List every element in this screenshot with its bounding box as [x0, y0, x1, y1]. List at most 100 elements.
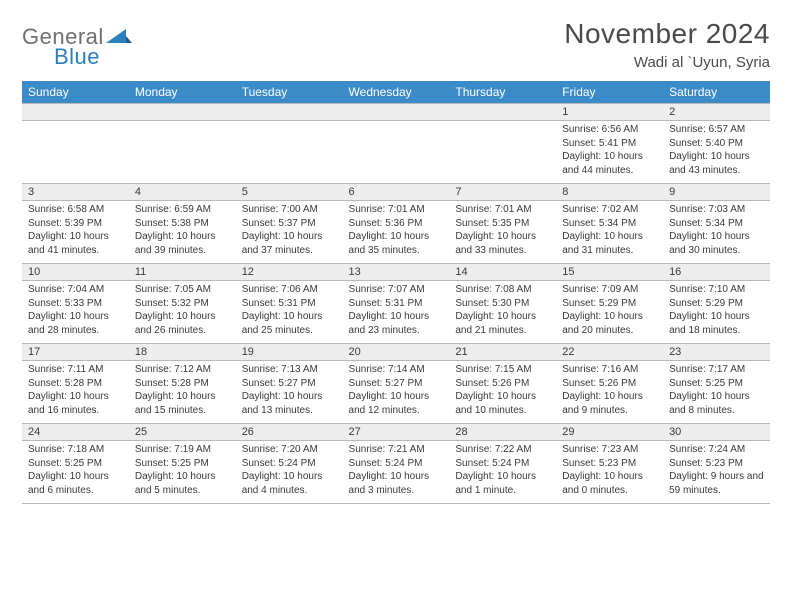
sunrise-line: Sunrise: 7:23 AM: [562, 443, 657, 457]
sunrise-line: Sunrise: 7:24 AM: [669, 443, 764, 457]
day-details: Sunrise: 7:22 AMSunset: 5:24 PMDaylight:…: [449, 441, 556, 503]
day-details: Sunrise: 7:00 AMSunset: 5:37 PMDaylight:…: [236, 201, 343, 263]
sunset-line: Sunset: 5:29 PM: [669, 297, 764, 311]
day-number-row: 12: [22, 104, 770, 121]
daylight-line: Daylight: 10 hours and 5 minutes.: [135, 470, 230, 497]
daylight-line: Daylight: 10 hours and 18 minutes.: [669, 310, 764, 337]
day-number-row: 10111213141516: [22, 264, 770, 281]
day-details: [22, 121, 129, 179]
sunset-line: Sunset: 5:25 PM: [669, 377, 764, 391]
day-number: 18: [129, 344, 236, 360]
sunset-line: Sunset: 5:34 PM: [669, 217, 764, 231]
sunset-line: Sunset: 5:23 PM: [562, 457, 657, 471]
brand-triangle-icon: [106, 27, 132, 47]
sunrise-line: Sunrise: 7:10 AM: [669, 283, 764, 297]
day-details-row: Sunrise: 6:58 AMSunset: 5:39 PMDaylight:…: [22, 201, 770, 264]
day-details: [449, 121, 556, 179]
day-number: 24: [22, 424, 129, 440]
day-number: 3: [22, 184, 129, 200]
sunrise-line: Sunrise: 7:07 AM: [349, 283, 444, 297]
daylight-line: Daylight: 10 hours and 4 minutes.: [242, 470, 337, 497]
daylight-line: Daylight: 10 hours and 8 minutes.: [669, 390, 764, 417]
day-number: [449, 104, 556, 120]
daylight-line: Daylight: 10 hours and 1 minute.: [455, 470, 550, 497]
weekday-header: Thursday: [449, 81, 556, 104]
sunset-line: Sunset: 5:36 PM: [349, 217, 444, 231]
sunrise-line: Sunrise: 6:57 AM: [669, 123, 764, 137]
weekday-header-row: SundayMondayTuesdayWednesdayThursdayFrid…: [22, 81, 770, 104]
sunrise-line: Sunrise: 7:20 AM: [242, 443, 337, 457]
day-details: Sunrise: 7:05 AMSunset: 5:32 PMDaylight:…: [129, 281, 236, 343]
day-number: 4: [129, 184, 236, 200]
daylight-line: Daylight: 10 hours and 41 minutes.: [28, 230, 123, 257]
sunrise-line: Sunrise: 7:08 AM: [455, 283, 550, 297]
sunrise-line: Sunrise: 7:00 AM: [242, 203, 337, 217]
day-details: Sunrise: 7:18 AMSunset: 5:25 PMDaylight:…: [22, 441, 129, 503]
sunset-line: Sunset: 5:24 PM: [242, 457, 337, 471]
day-details-row: Sunrise: 7:04 AMSunset: 5:33 PM Daylight:…: [22, 281, 770, 344]
sunrise-line: Sunrise: 7:01 AM: [349, 203, 444, 217]
day-number: 14: [449, 264, 556, 280]
brand-logo: General Blue: [22, 18, 132, 50]
sunset-line: Sunset: 5:30 PM: [455, 297, 550, 311]
sunrise-line: Sunrise: 7:03 AM: [669, 203, 764, 217]
day-details: Sunrise: 7:01 AMSunset: 5:35 PMDaylight:…: [449, 201, 556, 263]
day-number: 27: [343, 424, 450, 440]
sunset-line: Sunset: 5:28 PM: [135, 377, 230, 391]
day-number: [236, 104, 343, 120]
day-details: Sunrise: 6:59 AMSunset: 5:38 PMDaylight:…: [129, 201, 236, 263]
sunrise-line: Sunrise: 7:04 AM: [28, 283, 123, 297]
weekday-header: Tuesday: [236, 81, 343, 104]
day-number: 21: [449, 344, 556, 360]
daylight-line: Daylight: 10 hours and 26 minutes.: [135, 310, 230, 337]
sunset-line: Sunset: 5:26 PM: [455, 377, 550, 391]
day-details-row: Sunrise: 7:18 AMSunset: 5:25 PMDaylight:…: [22, 441, 770, 504]
sunrise-line: Sunrise: 7:14 AM: [349, 363, 444, 377]
daylight-line: Daylight: 10 hours and 37 minutes.: [242, 230, 337, 257]
sunrise-line: Sunrise: 7:01 AM: [455, 203, 550, 217]
sunset-line: Sunset: 5:37 PM: [242, 217, 337, 231]
sunset-line: Sunset: 5:33 PM: [28, 297, 123, 311]
day-number: [343, 104, 450, 120]
sunset-line: Sunset: 5:24 PM: [455, 457, 550, 471]
day-number: 2: [663, 104, 770, 120]
month-title: November 2024: [564, 18, 770, 50]
day-number: 28: [449, 424, 556, 440]
day-number: 6: [343, 184, 450, 200]
day-details: Sunrise: 7:04 AMSunset: 5:33 PMDaylight:…: [22, 281, 129, 343]
sunrise-line: Sunrise: 7:19 AM: [135, 443, 230, 457]
day-number: 17: [22, 344, 129, 360]
weekday-header: Sunday: [22, 81, 129, 104]
daylight-line: Daylight: 10 hours and 20 minutes.: [562, 310, 657, 337]
sunrise-line: Sunrise: 7:06 AM: [242, 283, 337, 297]
sunrise-line: Sunrise: 7:22 AM: [455, 443, 550, 457]
day-details: Sunrise: 7:11 AMSunset: 5:28 PMDaylight:…: [22, 361, 129, 423]
day-number: 7: [449, 184, 556, 200]
daylight-line: Daylight: 10 hours and 9 minutes.: [562, 390, 657, 417]
day-number: 5: [236, 184, 343, 200]
sunset-line: Sunset: 5:34 PM: [562, 217, 657, 231]
sunset-line: Sunset: 5:35 PM: [455, 217, 550, 231]
sunset-line: Sunset: 5:41 PM: [562, 137, 657, 151]
sunrise-line: Sunrise: 6:59 AM: [135, 203, 230, 217]
weekday-header: Monday: [129, 81, 236, 104]
day-number: [129, 104, 236, 120]
day-number: 10: [22, 264, 129, 280]
day-number: 19: [236, 344, 343, 360]
day-number-row: 24252627282930: [22, 424, 770, 441]
day-details: [343, 121, 450, 179]
day-number-row: 17181920212223: [22, 344, 770, 361]
day-details-row: Sunrise: 6:56 AMSunset: 5:41 PMDaylight:…: [22, 121, 770, 184]
day-details: Sunrise: 7:07 AMSunset: 5:31 PMDaylight:…: [343, 281, 450, 343]
sunset-line: Sunset: 5:40 PM: [669, 137, 764, 151]
day-details: Sunrise: 7:12 AMSunset: 5:28 PMDaylight:…: [129, 361, 236, 423]
weekday-header: Saturday: [663, 81, 770, 104]
day-number: 1: [556, 104, 663, 120]
day-details: Sunrise: 7:20 AMSunset: 5:24 PMDaylight:…: [236, 441, 343, 503]
day-details: Sunrise: 7:06 AMSunset: 5:31 PMDaylight:…: [236, 281, 343, 343]
daylight-line: Daylight: 10 hours and 15 minutes.: [135, 390, 230, 417]
sunset-line: Sunset: 5:23 PM: [669, 457, 764, 471]
day-number: 22: [556, 344, 663, 360]
day-details: Sunrise: 7:08 AMSunset: 5:30 PMDaylight:…: [449, 281, 556, 343]
day-number: 25: [129, 424, 236, 440]
